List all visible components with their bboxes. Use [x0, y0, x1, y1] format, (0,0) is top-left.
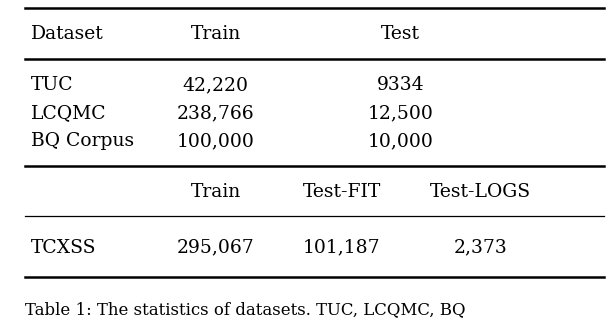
Text: Test: Test	[381, 26, 420, 43]
Text: Test-FIT: Test-FIT	[302, 183, 381, 201]
Text: 12,500: 12,500	[368, 104, 433, 122]
Text: Train: Train	[190, 26, 241, 43]
Text: 9334: 9334	[376, 76, 424, 94]
Text: BQ Corpus: BQ Corpus	[31, 132, 134, 150]
Text: 42,220: 42,220	[182, 76, 249, 94]
Text: Test-LOGS: Test-LOGS	[430, 183, 531, 201]
Text: 295,067: 295,067	[177, 239, 254, 256]
Text: Dataset: Dataset	[31, 26, 103, 43]
Text: Train: Train	[190, 183, 241, 201]
Text: 238,766: 238,766	[177, 104, 254, 122]
Text: 101,187: 101,187	[303, 239, 381, 256]
Text: TUC: TUC	[31, 76, 73, 94]
Text: Table 1: The statistics of datasets. TUC, LCQMC, BQ: Table 1: The statistics of datasets. TUC…	[25, 301, 465, 318]
Text: 10,000: 10,000	[368, 132, 433, 150]
Text: TCXSS: TCXSS	[31, 239, 96, 256]
Text: LCQMC: LCQMC	[31, 104, 107, 122]
Text: 100,000: 100,000	[177, 132, 254, 150]
Text: 2,373: 2,373	[453, 239, 508, 256]
